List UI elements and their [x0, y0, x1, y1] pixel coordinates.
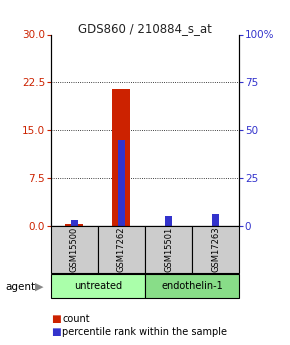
Text: agent: agent — [6, 282, 36, 292]
Text: GSM15500: GSM15500 — [70, 227, 79, 272]
Text: endothelin-1: endothelin-1 — [161, 281, 223, 291]
Text: GSM17262: GSM17262 — [117, 227, 126, 272]
Bar — [118, 140, 125, 226]
Bar — [98, 226, 145, 273]
Bar — [192, 226, 239, 273]
Bar — [113, 89, 130, 226]
Text: ■: ■ — [51, 327, 61, 337]
Text: GDS860 / 210884_s_at: GDS860 / 210884_s_at — [78, 22, 212, 36]
Text: untreated: untreated — [74, 281, 122, 291]
Bar — [71, 220, 78, 226]
Text: count: count — [62, 314, 90, 324]
Bar — [65, 224, 83, 226]
Bar — [145, 226, 192, 273]
Text: ■: ■ — [51, 314, 61, 324]
Bar — [165, 216, 172, 226]
Text: percentile rank within the sample: percentile rank within the sample — [62, 327, 227, 337]
Text: ▶: ▶ — [35, 282, 44, 292]
Text: GSM17263: GSM17263 — [211, 226, 220, 272]
Bar — [212, 214, 219, 226]
Bar — [145, 274, 239, 298]
Bar — [51, 226, 98, 273]
Bar — [51, 274, 145, 298]
Text: GSM15501: GSM15501 — [164, 227, 173, 272]
